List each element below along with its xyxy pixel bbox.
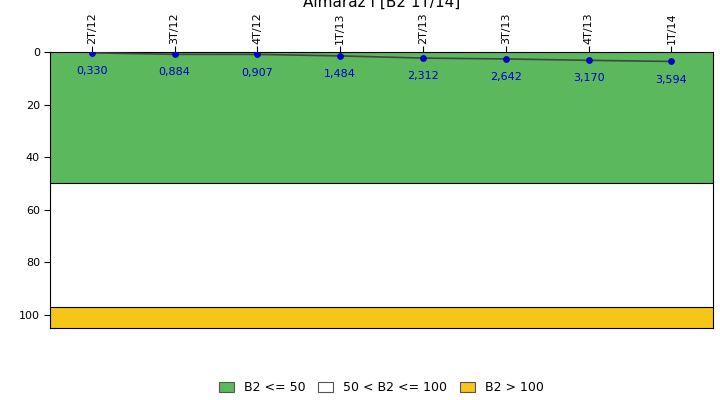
Point: [500, 56, 511, 62]
Point: [86, 50, 98, 56]
Point: [418, 55, 429, 61]
Text: 2,312: 2,312: [407, 71, 439, 81]
Bar: [50, 52, 713, 184]
Point: [666, 58, 678, 65]
Point: [334, 53, 346, 59]
Text: 1,484: 1,484: [324, 69, 356, 79]
Text: 2,642: 2,642: [490, 72, 522, 82]
Point: [169, 51, 181, 58]
Text: 3,170: 3,170: [573, 74, 604, 84]
Title: Almaraz I [B2 1T/14]: Almaraz I [B2 1T/14]: [303, 0, 460, 9]
Point: [582, 57, 594, 64]
Point: [252, 51, 264, 58]
Text: 0,884: 0,884: [158, 68, 191, 78]
Bar: [50, 184, 713, 307]
Text: 0,330: 0,330: [76, 66, 107, 76]
Bar: [50, 307, 713, 328]
Text: 0,907: 0,907: [241, 68, 274, 78]
Text: 3,594: 3,594: [655, 74, 688, 84]
Legend: B2 <= 50, 50 < B2 <= 100, B2 > 100: B2 <= 50, 50 < B2 <= 100, B2 > 100: [215, 376, 549, 399]
